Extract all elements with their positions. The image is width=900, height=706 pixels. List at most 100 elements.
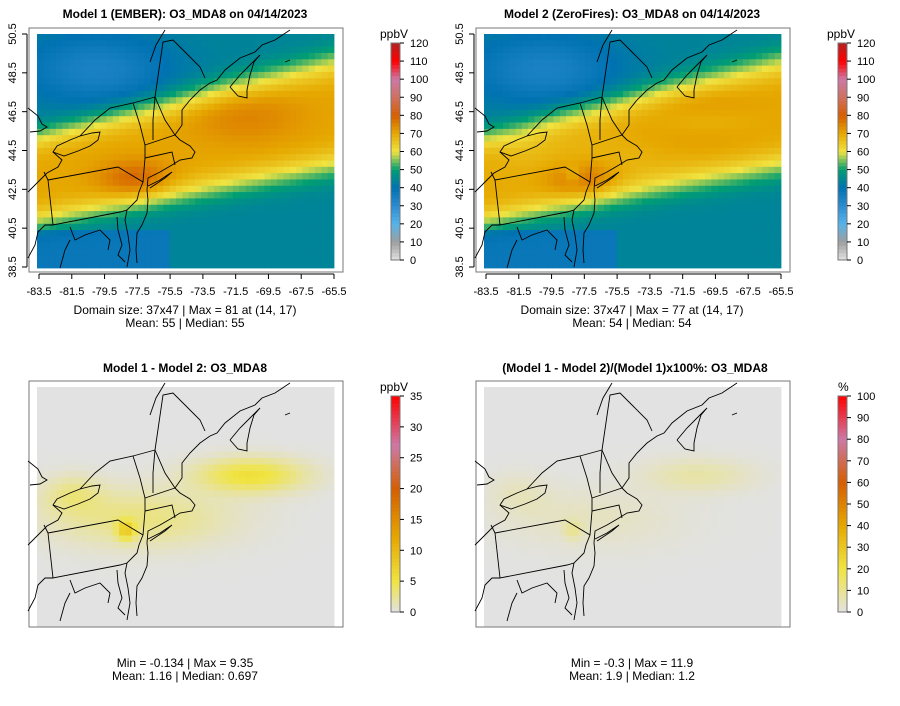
grid-cell — [711, 179, 719, 187]
grid-cell — [717, 116, 725, 123]
grid-cell — [597, 116, 605, 123]
grid-cell — [308, 242, 316, 250]
grid-cell — [270, 412, 278, 420]
grid-cell — [68, 464, 76, 472]
grid-cell — [43, 249, 51, 256]
grid-cell — [213, 445, 221, 452]
grid-cell — [106, 128, 114, 136]
grid-cell — [220, 406, 227, 414]
grid-cell — [194, 399, 202, 407]
grid-cell — [534, 192, 542, 199]
grid-cell — [93, 516, 101, 524]
grid-cell — [705, 147, 712, 155]
grid-cell — [201, 535, 209, 543]
grid-cell — [724, 198, 731, 206]
grid-cell — [629, 242, 637, 250]
grid-cell — [207, 516, 215, 524]
grid-cell — [138, 78, 145, 85]
grid-cell — [686, 249, 693, 256]
grid-cell — [660, 90, 668, 98]
grid-cell — [528, 52, 535, 60]
grid-cell — [93, 198, 101, 206]
grid-cell — [131, 154, 139, 161]
grid-cell — [515, 154, 523, 161]
grid-cell — [157, 483, 164, 491]
grid-cell — [296, 387, 303, 394]
grid-cell — [55, 399, 63, 407]
grid-cell — [578, 192, 586, 199]
colorbar-segment — [391, 64, 400, 69]
grid-cell — [226, 496, 234, 504]
grid-cell — [591, 173, 599, 180]
grid-cell — [724, 223, 731, 231]
grid-cell — [521, 59, 529, 67]
grid-cell — [100, 387, 107, 394]
grid-cell — [654, 192, 662, 199]
grid-cell — [302, 65, 310, 73]
grid-cell — [724, 65, 731, 73]
grid-cell — [629, 166, 637, 174]
grid-cell — [717, 236, 725, 244]
grid-cell — [635, 249, 643, 256]
colorbar-segment — [838, 205, 847, 210]
colorbar-segment — [838, 50, 847, 55]
grid-cell — [264, 160, 272, 168]
colorbar-segment — [838, 147, 847, 152]
grid-cell — [201, 445, 209, 452]
grid-cell — [321, 90, 329, 98]
grid-cell — [169, 192, 177, 199]
grid-cell — [100, 496, 107, 504]
grid-cell — [119, 141, 126, 149]
grid-cell — [755, 217, 763, 225]
grid-cell — [296, 438, 303, 446]
grid-cell — [68, 458, 76, 465]
grid-cell — [616, 166, 624, 174]
grid-cell — [521, 204, 529, 212]
grid-cell — [68, 509, 76, 517]
grid-cell — [547, 59, 554, 67]
grid-cell — [163, 261, 171, 269]
grid-cell — [68, 166, 76, 174]
grid-cell — [610, 192, 618, 199]
grid-cell — [484, 103, 491, 111]
grid-cell — [755, 223, 763, 231]
x-tick-label: -83.5 — [473, 286, 498, 298]
grid-cell — [774, 116, 782, 123]
grid-cell — [251, 445, 259, 452]
grid-cell — [521, 211, 529, 218]
grid-cell — [68, 399, 76, 407]
grid-cell — [74, 425, 82, 433]
grid-cell — [302, 535, 310, 543]
grid-cell — [100, 204, 107, 212]
y-tick-label: 38.5 — [454, 256, 466, 277]
grid-cell — [315, 242, 322, 250]
grid-cell — [496, 34, 504, 41]
grid-cell — [604, 166, 611, 174]
grid-cell — [604, 135, 611, 142]
grid-cell — [93, 399, 101, 407]
grid-cell — [315, 59, 322, 67]
grid-cell — [188, 432, 196, 440]
grid-cell — [49, 192, 57, 199]
grid-cell — [327, 432, 335, 440]
grid-cell — [112, 438, 120, 446]
grid-cell — [119, 470, 126, 478]
grid-cell — [93, 554, 101, 562]
grid-cell — [315, 516, 322, 524]
grid-cell — [163, 419, 171, 427]
grid-cell — [283, 109, 291, 117]
grid-cell — [553, 141, 561, 149]
grid-cell — [515, 217, 523, 225]
grid-cell — [239, 477, 246, 485]
grid-cell — [660, 103, 668, 111]
grid-cell — [736, 236, 744, 244]
grid-cell — [717, 78, 725, 85]
grid-cell — [264, 59, 272, 67]
grid-cell — [264, 198, 272, 206]
grid-cell — [43, 242, 51, 250]
grid-cell — [327, 522, 335, 530]
grid-cell — [81, 90, 88, 98]
grid-cell — [705, 185, 712, 193]
grid-cell — [686, 109, 693, 117]
grid-cell — [163, 496, 171, 504]
